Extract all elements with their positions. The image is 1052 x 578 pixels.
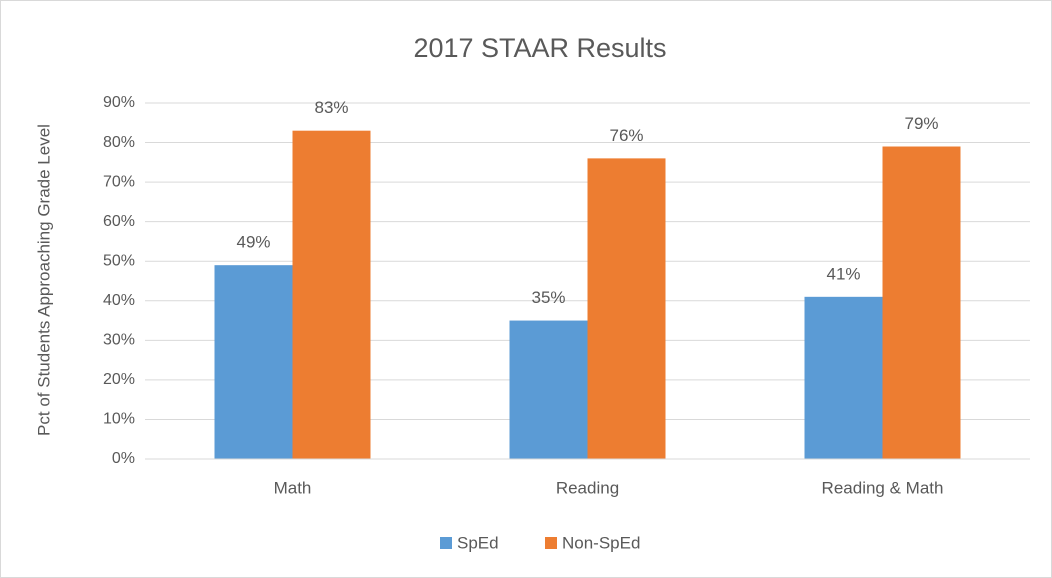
bar <box>509 320 588 459</box>
value-label: 35% <box>531 288 565 307</box>
y-tick-label: 60% <box>103 213 135 230</box>
bar <box>292 130 371 459</box>
y-tick-label: 40% <box>103 292 135 309</box>
y-tick-label: 90% <box>103 94 135 111</box>
value-label: 76% <box>609 126 643 145</box>
y-tick-label: 20% <box>103 371 135 388</box>
chart-title: 2017 STAAR Results <box>413 33 666 63</box>
legend-label: SpEd <box>457 533 499 552</box>
y-tick-label: 50% <box>103 252 135 269</box>
bar <box>214 265 293 459</box>
value-label: 41% <box>826 264 860 283</box>
value-label: 79% <box>904 114 938 133</box>
bar <box>804 296 883 459</box>
x-tick-label: Reading <box>556 478 619 497</box>
y-tick-label: 10% <box>103 411 135 428</box>
bar <box>882 146 961 459</box>
legend-swatch <box>545 537 557 549</box>
bar <box>587 158 666 459</box>
x-tick-label: Math <box>274 478 312 497</box>
y-tick-label: 30% <box>103 332 135 349</box>
value-label: 49% <box>236 233 270 252</box>
y-axis-title: Pct of Students Approaching Grade Level <box>34 124 53 436</box>
y-tick-label: 80% <box>103 134 135 151</box>
y-tick-label: 0% <box>112 450 135 467</box>
y-tick-label: 70% <box>103 173 135 190</box>
legend-swatch <box>440 537 452 549</box>
x-tick-label: Reading & Math <box>822 478 944 497</box>
value-label: 83% <box>314 98 348 117</box>
legend-label: Non-SpEd <box>562 533 640 552</box>
